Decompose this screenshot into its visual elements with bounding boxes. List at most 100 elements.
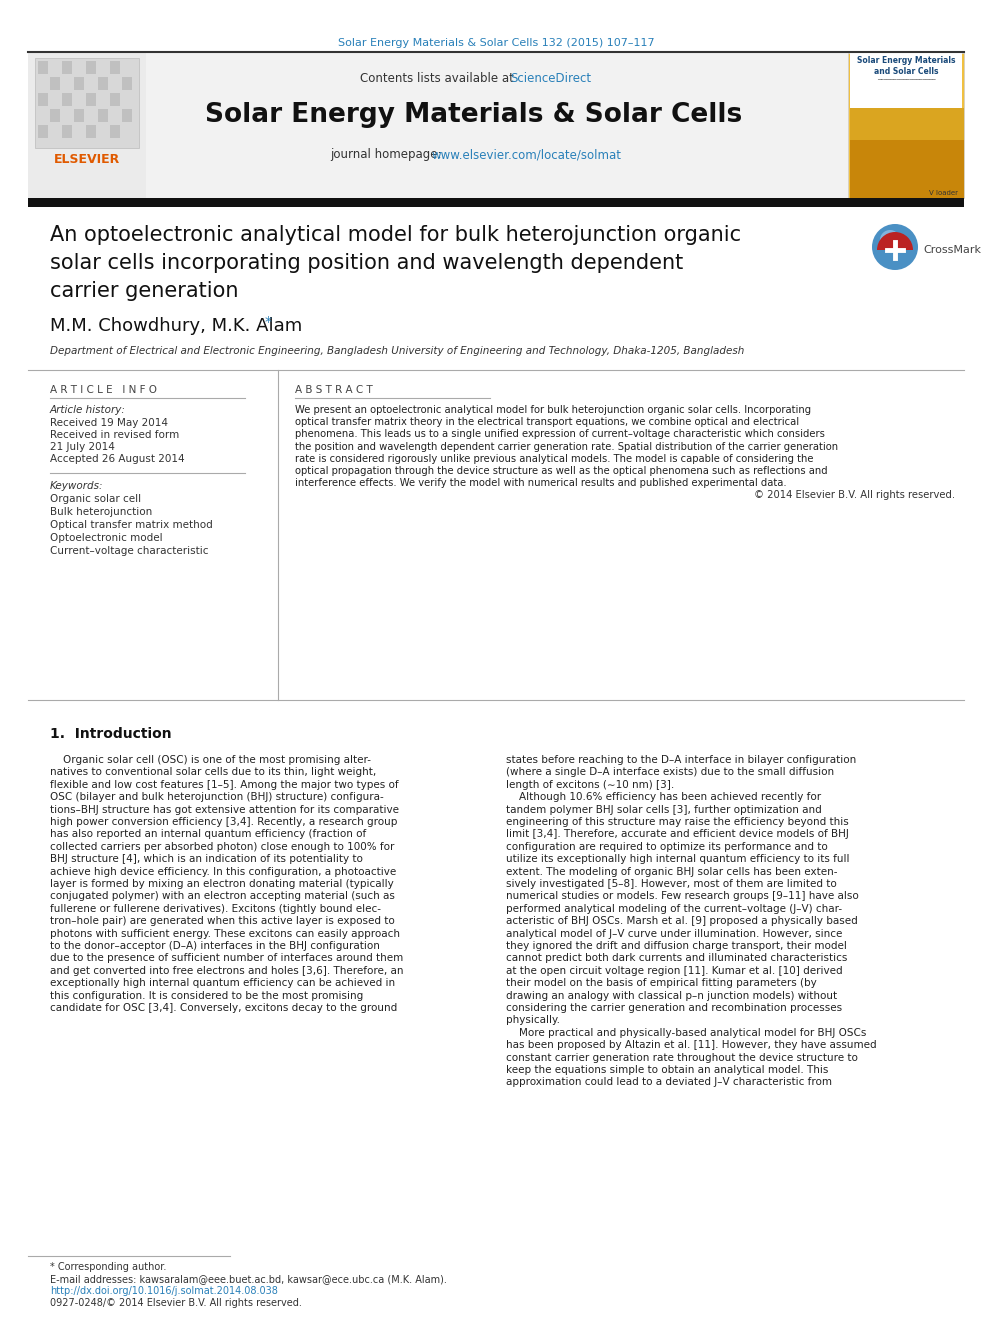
Text: * Corresponding author.: * Corresponding author. (50, 1262, 167, 1271)
Text: ──────────────────: ────────────────── (877, 78, 935, 83)
Text: Although 10.6% efficiency has been achieved recently for: Although 10.6% efficiency has been achie… (506, 792, 821, 802)
Text: phenomena. This leads us to a single unified expression of current–voltage chara: phenomena. This leads us to a single uni… (295, 430, 825, 439)
Text: approximation could lead to a deviated J–V characteristic from: approximation could lead to a deviated J… (506, 1077, 832, 1088)
Text: *: * (265, 315, 272, 329)
Text: solar cells incorporating position and wavelength dependent: solar cells incorporating position and w… (50, 253, 683, 273)
Text: Department of Electrical and Electronic Engineering, Bangladesh University of En: Department of Electrical and Electronic … (50, 347, 744, 356)
Text: drawing an analogy with classical p–n junction models) without: drawing an analogy with classical p–n ju… (506, 991, 837, 1000)
Text: states before reaching to the D–A interface in bilayer configuration: states before reaching to the D–A interf… (506, 755, 856, 765)
Text: interference effects. We verify the model with numerical results and published e: interference effects. We verify the mode… (295, 478, 787, 488)
Text: length of excitons (∼10 nm) [3].: length of excitons (∼10 nm) [3]. (506, 779, 675, 790)
Text: Bulk heterojunction: Bulk heterojunction (50, 507, 152, 517)
Text: www.elsevier.com/locate/solmat: www.elsevier.com/locate/solmat (432, 148, 622, 161)
Bar (850, 53, 962, 108)
Text: 1.  Introduction: 1. Introduction (50, 728, 172, 741)
Bar (98, 77, 108, 90)
Text: numerical studies or models. Few research groups [9–11] have also: numerical studies or models. Few researc… (506, 892, 859, 901)
Bar (38, 124, 48, 138)
Text: OSC (bilayer and bulk heterojunction (BHJ) structure) configura-: OSC (bilayer and bulk heterojunction (BH… (50, 792, 384, 802)
Text: and get converted into free electrons and holes [3,6]. Therefore, an: and get converted into free electrons an… (50, 966, 404, 976)
Bar (848, 53, 964, 198)
Text: layer is formed by mixing an electron donating material (typically: layer is formed by mixing an electron do… (50, 878, 394, 889)
Text: optical propagation through the device structure as well as the optical phenomen: optical propagation through the device s… (295, 466, 827, 476)
Text: cannot predict both dark currents and illuminated characteristics: cannot predict both dark currents and il… (506, 954, 847, 963)
Text: E-mail addresses: kawsaralam@eee.buet.ac.bd, kawsar@ece.ubc.ca (M.K. Alam).: E-mail addresses: kawsaralam@eee.buet.ac… (50, 1274, 446, 1285)
Text: Solar Energy Materials: Solar Energy Materials (857, 56, 955, 65)
Text: performed analytical modeling of the current–voltage (J–V) char-: performed analytical modeling of the cur… (506, 904, 842, 914)
Text: fullerene or fullerene derivatives). Excitons (tightly bound elec-: fullerene or fullerene derivatives). Exc… (50, 904, 381, 914)
Text: and Solar Cells: and Solar Cells (874, 67, 938, 75)
Text: carrier generation: carrier generation (50, 280, 238, 302)
Text: photons with sufficient energy. These excitons can easily approach: photons with sufficient energy. These ex… (50, 929, 400, 938)
Bar (98, 108, 108, 122)
Text: 0927-0248/© 2014 Elsevier B.V. All rights reserved.: 0927-0248/© 2014 Elsevier B.V. All right… (50, 1298, 302, 1308)
Bar (28, 53, 848, 198)
Bar (62, 124, 72, 138)
Text: Organic solar cell (OSC) is one of the most promising alter-: Organic solar cell (OSC) is one of the m… (50, 755, 371, 765)
Circle shape (872, 224, 918, 270)
Text: Organic solar cell: Organic solar cell (50, 493, 141, 504)
Text: achieve high device efficiency. In this configuration, a photoactive: achieve high device efficiency. In this … (50, 867, 396, 877)
Text: exceptionally high internal quantum efficiency can be achieved in: exceptionally high internal quantum effi… (50, 978, 395, 988)
Bar (28, 53, 146, 198)
Text: Keywords:: Keywords: (50, 482, 103, 491)
Text: engineering of this structure may raise the efficiency beyond this: engineering of this structure may raise … (506, 818, 849, 827)
Text: optical transfer matrix theory in the electrical transport equations, we combine: optical transfer matrix theory in the el… (295, 417, 800, 427)
Text: due to the presence of sufficient number of interfaces around them: due to the presence of sufficient number… (50, 954, 404, 963)
Text: has been proposed by Altazin et al. [11]. However, they have assumed: has been proposed by Altazin et al. [11]… (506, 1040, 877, 1050)
Text: Optical transfer matrix method: Optical transfer matrix method (50, 520, 212, 531)
Text: CrossMark: CrossMark (923, 245, 981, 255)
Text: rate is considered rigorously unlike previous analytical models. The model is ca: rate is considered rigorously unlike pre… (295, 454, 813, 464)
Text: A B S T R A C T: A B S T R A C T (295, 385, 373, 396)
Text: journal homepage:: journal homepage: (330, 148, 445, 161)
Text: ELSEVIER: ELSEVIER (54, 153, 120, 165)
Bar (28, 198, 964, 206)
Bar (38, 93, 48, 106)
Bar (850, 140, 964, 198)
Text: A R T I C L E   I N F O: A R T I C L E I N F O (50, 385, 157, 396)
Text: flexible and low cost features [1–5]. Among the major two types of: flexible and low cost features [1–5]. Am… (50, 779, 399, 790)
Text: Solar Energy Materials & Solar Cells: Solar Energy Materials & Solar Cells (205, 102, 743, 128)
Text: BHJ structure [4], which is an indication of its potentiality to: BHJ structure [4], which is an indicatio… (50, 855, 363, 864)
Bar (62, 93, 72, 106)
Text: to the donor–acceptor (D–A) interfaces in the BHJ configuration: to the donor–acceptor (D–A) interfaces i… (50, 941, 380, 951)
Text: utilize its exceptionally high internal quantum efficiency to its full: utilize its exceptionally high internal … (506, 855, 849, 864)
Bar (110, 61, 120, 74)
Text: their model on the basis of empirical fitting parameters (by: their model on the basis of empirical fi… (506, 978, 816, 988)
Text: http://dx.doi.org/10.1016/j.solmat.2014.08.038: http://dx.doi.org/10.1016/j.solmat.2014.… (50, 1286, 278, 1297)
Text: configuration are required to optimize its performance and to: configuration are required to optimize i… (506, 841, 827, 852)
Bar (86, 93, 96, 106)
Text: Contents lists available at: Contents lists available at (360, 71, 518, 85)
Text: tions–BHJ structure has got extensive attention for its comparative: tions–BHJ structure has got extensive at… (50, 804, 399, 815)
Text: acteristic of BHJ OSCs. Marsh et al. [9] proposed a physically based: acteristic of BHJ OSCs. Marsh et al. [9]… (506, 917, 858, 926)
Text: natives to conventional solar cells due to its thin, light weight,: natives to conventional solar cells due … (50, 767, 376, 778)
Bar (850, 108, 964, 198)
Text: the position and wavelength dependent carrier generation rate. Spatial distribut: the position and wavelength dependent ca… (295, 442, 838, 451)
Text: More practical and physically-based analytical model for BHJ OSCs: More practical and physically-based anal… (506, 1028, 866, 1037)
Text: extent. The modeling of organic BHJ solar cells has been exten-: extent. The modeling of organic BHJ sola… (506, 867, 837, 877)
Text: 21 July 2014: 21 July 2014 (50, 442, 115, 452)
Text: tron–hole pair) are generated when this active layer is exposed to: tron–hole pair) are generated when this … (50, 917, 395, 926)
Text: has also reported an internal quantum efficiency (fraction of: has also reported an internal quantum ef… (50, 830, 366, 839)
Text: candidate for OSC [3,4]. Conversely, excitons decay to the ground: candidate for OSC [3,4]. Conversely, exc… (50, 1003, 397, 1013)
Text: considering the carrier generation and recombination processes: considering the carrier generation and r… (506, 1003, 842, 1013)
Bar (110, 124, 120, 138)
Text: Received 19 May 2014: Received 19 May 2014 (50, 418, 168, 429)
Bar (122, 77, 132, 90)
Text: this configuration. It is considered to be the most promising: this configuration. It is considered to … (50, 991, 363, 1000)
Text: (where a single D–A interface exists) due to the small diffusion: (where a single D–A interface exists) du… (506, 767, 834, 778)
Text: © 2014 Elsevier B.V. All rights reserved.: © 2014 Elsevier B.V. All rights reserved… (754, 491, 955, 500)
Bar (74, 77, 84, 90)
Text: at the open circuit voltage region [11]. Kumar et al. [10] derived: at the open circuit voltage region [11].… (506, 966, 842, 976)
Text: constant carrier generation rate throughout the device structure to: constant carrier generation rate through… (506, 1053, 858, 1062)
Text: they ignored the drift and diffusion charge transport, their model: they ignored the drift and diffusion cha… (506, 941, 847, 951)
Text: M.M. Chowdhury, M.K. Alam: M.M. Chowdhury, M.K. Alam (50, 318, 303, 335)
Text: analytical model of J–V curve under illumination. However, since: analytical model of J–V curve under illu… (506, 929, 842, 938)
Bar (35, 58, 139, 148)
Text: limit [3,4]. Therefore, accurate and efficient device models of BHJ: limit [3,4]. Therefore, accurate and eff… (506, 830, 849, 839)
Bar (74, 108, 84, 122)
Text: V loader: V loader (929, 191, 958, 196)
Bar (86, 124, 96, 138)
Text: Received in revised form: Received in revised form (50, 430, 180, 441)
Text: Accepted 26 August 2014: Accepted 26 August 2014 (50, 454, 185, 464)
